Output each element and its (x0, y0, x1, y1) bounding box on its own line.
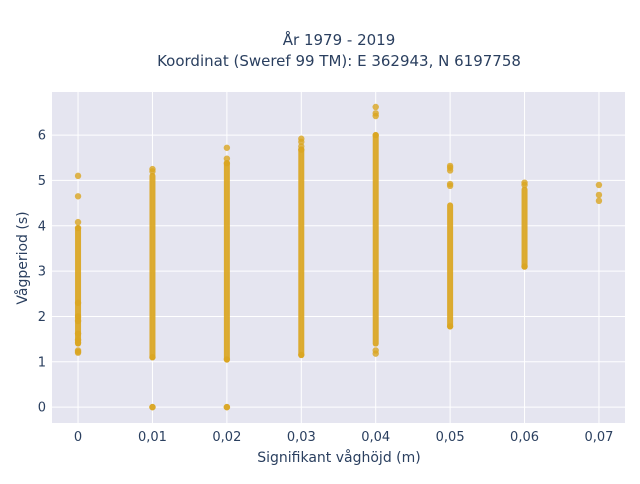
data-strip (149, 172, 156, 361)
x-tick-labels: 0 0,01 0,02 0,03 0,04 0,05 0,06 0,07 (74, 430, 614, 445)
x-axis-title: Signifikant våghöjd (m) (257, 449, 420, 466)
y-tick-label: 5 (38, 174, 46, 189)
data-point (74, 317, 82, 325)
data-point (74, 193, 82, 200)
data-strip (298, 146, 305, 358)
x-tick-label: 0,05 (436, 430, 465, 445)
y-tick-labels: 0 1 2 3 4 5 6 (38, 129, 46, 416)
data-point (372, 131, 379, 139)
data-point (74, 172, 82, 180)
x-tick-label: 0,03 (287, 430, 316, 445)
data-point (595, 181, 603, 189)
x-tick-label: 0,07 (584, 430, 613, 445)
y-tick-label: 0 (38, 401, 46, 416)
y-tick-label: 3 (38, 265, 46, 280)
data-point (223, 159, 231, 167)
data-point (521, 263, 528, 270)
data-strip (521, 186, 528, 270)
y-tick-label: 2 (38, 310, 46, 325)
data-point (149, 403, 156, 411)
data-point (74, 349, 82, 356)
data-point (595, 191, 603, 199)
data-point (298, 138, 305, 146)
x-tick-label: 0,02 (212, 430, 241, 445)
data-point (74, 330, 82, 337)
data-point (223, 144, 231, 151)
data-point (446, 323, 454, 330)
y-tick-label: 6 (38, 129, 46, 144)
data-strips (75, 132, 528, 363)
data-point (223, 356, 231, 363)
data-point (446, 167, 454, 174)
chart-title-line-2: Koordinat (Sweref 99 TM): E 362943, N 61… (157, 52, 521, 70)
data-strip (75, 225, 82, 347)
data-points (74, 103, 603, 411)
data-point (223, 403, 231, 411)
data-strip (447, 202, 454, 330)
data-point (372, 112, 379, 120)
data-strip (372, 132, 379, 347)
y-tick-label: 1 (38, 355, 46, 370)
data-point (74, 313, 82, 320)
data-point (372, 103, 379, 111)
y-tick-label: 4 (38, 219, 46, 234)
data-point (521, 181, 528, 189)
x-tick-label: 0 (74, 430, 82, 445)
data-point (149, 354, 156, 361)
data-point (298, 351, 305, 359)
data-point (74, 224, 82, 232)
chart-title-line-1: År 1979 - 2019 (283, 30, 396, 49)
y-axis-title: Vågperiod (s) (14, 211, 31, 304)
data-point (595, 197, 603, 205)
data-point (446, 182, 454, 190)
data-point (74, 339, 82, 346)
data-point (223, 155, 231, 162)
x-tick-label: 0,01 (138, 430, 167, 445)
x-tick-label: 0,04 (361, 430, 390, 445)
y-gridlines (52, 134, 625, 408)
data-point (149, 168, 156, 175)
data-strip (223, 160, 230, 363)
data-point (298, 146, 305, 153)
data-point (74, 299, 82, 307)
data-point (372, 350, 379, 357)
data-point (74, 218, 82, 226)
plot-area (52, 92, 625, 423)
x-tick-label: 0,06 (510, 430, 539, 445)
